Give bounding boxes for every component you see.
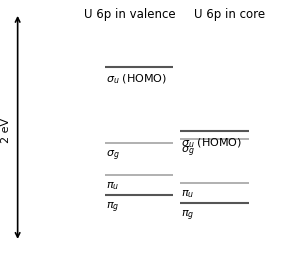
Text: U 6p in valence: U 6p in valence xyxy=(83,8,175,21)
Text: $\pi_g$: $\pi_g$ xyxy=(181,208,195,223)
Text: $\sigma_u$ (HOMO): $\sigma_u$ (HOMO) xyxy=(106,72,167,86)
Text: $\sigma_g$: $\sigma_g$ xyxy=(181,144,195,159)
Text: $\sigma_u$ (HOMO): $\sigma_u$ (HOMO) xyxy=(181,136,243,150)
Text: $\sigma_g$: $\sigma_g$ xyxy=(106,148,120,163)
Text: $\pi_u$: $\pi_u$ xyxy=(181,188,195,200)
Text: $\pi_g$: $\pi_g$ xyxy=(106,200,120,215)
Text: $\pi_u$: $\pi_u$ xyxy=(106,180,119,192)
Text: 2 eV: 2 eV xyxy=(1,118,11,142)
Text: U 6p in core: U 6p in core xyxy=(194,8,265,21)
